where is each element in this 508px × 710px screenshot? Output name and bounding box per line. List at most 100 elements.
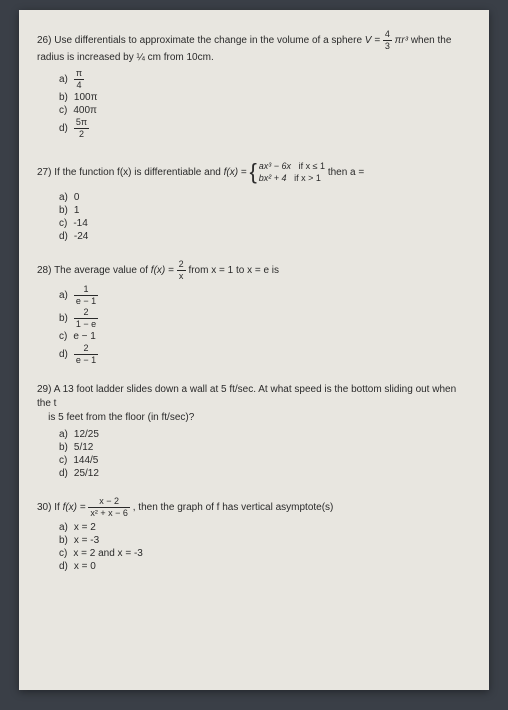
q26-a-num: π bbox=[74, 69, 84, 80]
q30-b-label: b) bbox=[59, 535, 68, 546]
q30-c-val: x = 2 and x = -3 bbox=[73, 548, 143, 559]
q27-pw-row2: bx² + 4 if x > 1 bbox=[259, 172, 325, 185]
question-30: 30) If f(x) = x − 2 x² + x − 6 , then th… bbox=[37, 497, 471, 572]
q26-b-val: 100π bbox=[74, 92, 98, 103]
q26-d-label: d) bbox=[59, 123, 68, 134]
q30-fx: f(x) = bbox=[63, 502, 89, 513]
q30-opt-a: a) x = 2 bbox=[59, 522, 471, 533]
q30-num: 30) bbox=[37, 502, 51, 513]
q27-brace: { bbox=[249, 157, 256, 188]
question-29: 29) A 13 foot ladder slides down a wall … bbox=[37, 383, 471, 479]
q30-a-val: x = 2 bbox=[74, 522, 96, 533]
q27-fx: f(x) = bbox=[224, 167, 250, 178]
q30-d-val: x = 0 bbox=[74, 561, 96, 572]
q30-opt-c: c) x = 2 and x = -3 bbox=[59, 548, 471, 559]
q26-formula-v: V = bbox=[365, 35, 383, 46]
q27-text1: If the function f(x) is differentiable a… bbox=[54, 167, 223, 178]
q26-options: a) π 4 b) 100π c) 400π d) 5π 2 bbox=[59, 69, 471, 139]
q26-b-label: b) bbox=[59, 92, 68, 103]
q28-opt-d: d) 2e − 1 bbox=[59, 344, 471, 365]
q28-c-label: c) bbox=[59, 331, 67, 342]
q29-text1: A 13 foot ladder slides down a wall at 5… bbox=[37, 384, 456, 409]
q29-c-val: 144/5 bbox=[73, 455, 98, 466]
q30-frac-den: x² + x − 6 bbox=[88, 508, 130, 518]
q30-text: 30) If f(x) = x − 2 x² + x − 6 , then th… bbox=[37, 497, 471, 518]
q27-text2: then a = bbox=[328, 167, 364, 178]
q30-frac-num: x − 2 bbox=[88, 497, 130, 508]
q30-b-val: x = -3 bbox=[74, 535, 99, 546]
q26-c-label: c) bbox=[59, 105, 67, 116]
q29-b-label: b) bbox=[59, 442, 68, 453]
q27-num: 27) bbox=[37, 167, 51, 178]
q26-num: 26) bbox=[37, 35, 51, 46]
q26-d-num: 5π bbox=[74, 118, 89, 129]
q28-frac-num: 2 bbox=[177, 260, 186, 271]
q28-b-num: 2 bbox=[74, 308, 98, 319]
q26-formula-after: πr³ bbox=[395, 35, 408, 46]
q28-text1: The average value of bbox=[54, 265, 151, 276]
q26-opt-d: d) 5π 2 bbox=[59, 118, 471, 139]
q27-c-val: -14 bbox=[73, 218, 87, 229]
q26-d-frac: 5π 2 bbox=[74, 118, 89, 139]
q28-a-frac: 1e − 1 bbox=[74, 285, 98, 306]
q27-opt-a: a) 0 bbox=[59, 192, 471, 203]
question-28: 28) The average value of f(x) = 2 x from… bbox=[37, 260, 471, 365]
worksheet-page: 26) Use differentials to approximate the… bbox=[19, 10, 489, 690]
q26-frac: 4 3 bbox=[383, 30, 392, 51]
q27-b-label: b) bbox=[59, 205, 68, 216]
q27-pw-row1: ax³ − 6x if x ≤ 1 bbox=[259, 160, 325, 173]
q28-a-num: 1 bbox=[74, 285, 98, 296]
q28-a-den: e − 1 bbox=[74, 296, 98, 306]
q27-d-val: -24 bbox=[74, 231, 88, 242]
q29-d-val: 25/12 bbox=[74, 468, 99, 479]
q28-num: 28) bbox=[37, 265, 51, 276]
q28-frac-den: x bbox=[177, 271, 186, 281]
q27-a-label: a) bbox=[59, 192, 68, 203]
q30-text1: If bbox=[54, 502, 62, 513]
q28-fx: f(x) = bbox=[151, 265, 177, 276]
q29-d-label: d) bbox=[59, 468, 68, 479]
q28-d-label: d) bbox=[59, 349, 68, 360]
q30-text2: , then the graph of f has vertical asymp… bbox=[133, 502, 334, 513]
q28-b-den: 1 − e bbox=[74, 319, 98, 329]
q28-options: a) 1e − 1 b) 21 − e c)e − 1 d) 2e − 1 bbox=[59, 285, 471, 365]
q27-pw1-r: if x ≤ 1 bbox=[299, 161, 325, 171]
q26-c-val: 400π bbox=[73, 105, 97, 116]
q29-opt-d: d) 25/12 bbox=[59, 468, 471, 479]
q27-pw2-l: bx² + 4 bbox=[259, 173, 287, 183]
q30-opt-d: d) x = 0 bbox=[59, 561, 471, 572]
q29-c-label: c) bbox=[59, 455, 67, 466]
q29-a-val: 12/25 bbox=[74, 429, 99, 440]
q26-a-label: a) bbox=[59, 74, 68, 85]
q29-opt-a: a)12/25 bbox=[59, 429, 471, 440]
q28-text2: from x = 1 to x = e is bbox=[188, 265, 279, 276]
q27-opt-c: c) -14 bbox=[59, 218, 471, 229]
q30-a-label: a) bbox=[59, 522, 68, 533]
q30-opt-b: b) x = -3 bbox=[59, 535, 471, 546]
q28-d-den: e − 1 bbox=[74, 355, 98, 365]
q28-text: 28) The average value of f(x) = 2 x from… bbox=[37, 260, 471, 281]
q30-frac: x − 2 x² + x − 6 bbox=[88, 497, 130, 518]
q26-text1: Use differentials to approximate the cha… bbox=[54, 35, 365, 46]
q29-text: 29) A 13 foot ladder slides down a wall … bbox=[37, 383, 471, 425]
q27-pw1-l: ax³ − 6x bbox=[259, 161, 291, 171]
q29-opt-b: b)5/12 bbox=[59, 442, 471, 453]
q26-opt-c: c) 400π bbox=[59, 105, 471, 116]
q27-a-val: 0 bbox=[74, 192, 80, 203]
q27-c-label: c) bbox=[59, 218, 67, 229]
q28-b-frac: 21 − e bbox=[74, 308, 98, 329]
q28-opt-c: c) e − 1 bbox=[59, 331, 471, 342]
q29-opt-c: c) 144/5 bbox=[59, 455, 471, 466]
q26-frac-den: 3 bbox=[383, 41, 392, 51]
q28-b-label: b) bbox=[59, 313, 68, 324]
q27-d-label: d) bbox=[59, 231, 68, 242]
q27-text: 27) If the function f(x) is differentiab… bbox=[37, 157, 471, 188]
q30-c-label: c) bbox=[59, 548, 67, 559]
q30-d-label: d) bbox=[59, 561, 68, 572]
q27-options: a)0 b)1 c)-14 d)-24 bbox=[59, 192, 471, 242]
q28-opt-b: b) 21 − e bbox=[59, 308, 471, 329]
q27-pw-rows: ax³ − 6x if x ≤ 1 bx² + 4 if x > 1 bbox=[259, 160, 325, 185]
q28-c-val: e − 1 bbox=[73, 331, 96, 342]
q27-pw2-r: if x > 1 bbox=[294, 173, 321, 183]
q27-piecewise: { ax³ − 6x if x ≤ 1 bx² + 4 if x > 1 bbox=[249, 157, 325, 188]
